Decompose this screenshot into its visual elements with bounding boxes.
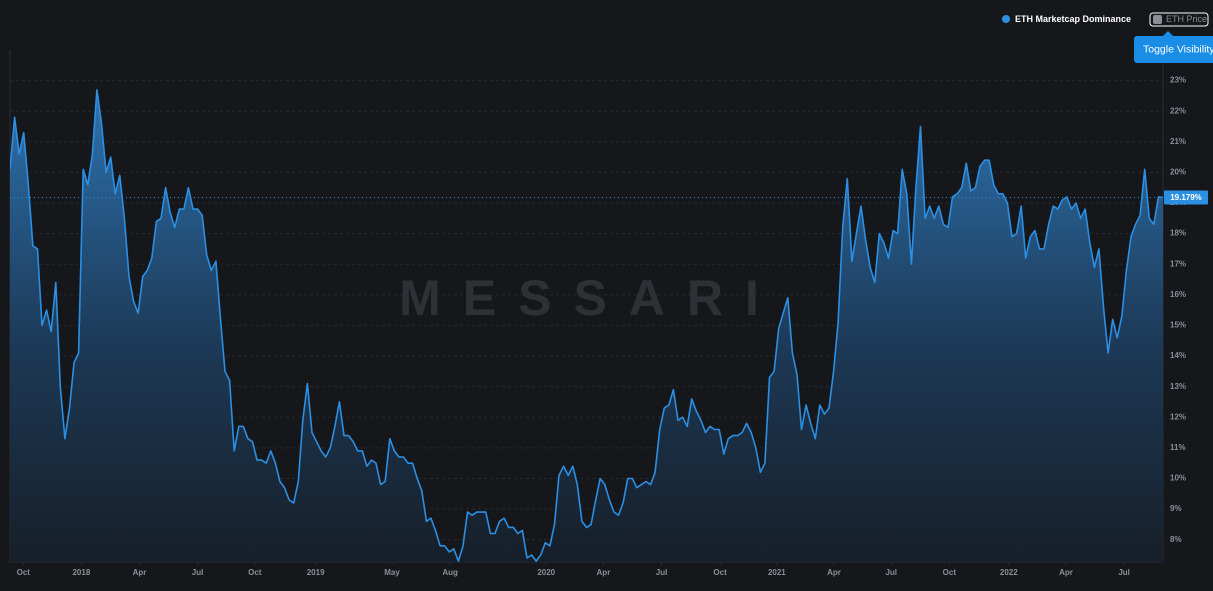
x-tick-label: Apr: [1059, 568, 1073, 577]
tooltip-box: [1134, 36, 1213, 63]
y-tick-label: 13%: [1170, 382, 1186, 391]
x-tick-label: Aug: [442, 568, 458, 577]
watermark: MESSARI: [399, 270, 781, 326]
axis-labels: 8%9%10%11%12%13%14%15%16%17%18%19%20%21%…: [17, 76, 1208, 577]
legend-toggle[interactable]: [1153, 15, 1162, 24]
x-tick-label: 2020: [537, 568, 555, 577]
x-tick-label: Oct: [713, 568, 727, 577]
line: [10, 89, 1163, 562]
x-tick-label: 2021: [768, 568, 786, 577]
tooltip: Toggle Visibility: [1134, 31, 1213, 63]
x-tick-label: Jul: [885, 568, 897, 577]
y-tick-label: 18%: [1170, 229, 1186, 238]
y-tick-label: 17%: [1170, 259, 1186, 268]
y-tick-label: 21%: [1170, 137, 1186, 146]
legend-label[interactable]: ETH Marketcap Dominance: [1015, 14, 1131, 24]
x-tick-label: 2022: [1000, 568, 1018, 577]
y-tick-label: 15%: [1170, 321, 1186, 330]
y-tick-label: 12%: [1170, 412, 1186, 421]
x-tick-label: Apr: [597, 568, 611, 577]
legend-marker: [1002, 15, 1010, 23]
plot: [10, 89, 1163, 562]
x-tick-label: Jul: [192, 568, 204, 577]
y-tick-label: 20%: [1170, 168, 1186, 177]
x-tick-label: Apr: [133, 568, 147, 577]
y-tick-label: 23%: [1170, 76, 1186, 85]
y-tick-label: 14%: [1170, 351, 1186, 360]
area: [10, 89, 1163, 562]
y-tick-label: 11%: [1170, 443, 1186, 452]
legend: ETH Marketcap Dominance ETH Price: [1002, 12, 1209, 27]
y-tick-label: 9%: [1170, 504, 1182, 513]
x-tick-label: 2018: [72, 568, 90, 577]
x-tick-label: Oct: [17, 568, 31, 577]
tooltip-arrow: [1163, 31, 1173, 36]
y-tick-label: 8%: [1170, 535, 1182, 544]
legend-focus[interactable]: [1149, 12, 1209, 27]
y-tick-label: 10%: [1170, 474, 1186, 483]
x-tick-label: Apr: [827, 568, 841, 577]
x-tick-label: 2019: [307, 568, 325, 577]
x-tick-label: Jul: [656, 568, 668, 577]
last-value-box: [1164, 190, 1208, 205]
y-tick-label: 22%: [1170, 106, 1186, 115]
x-tick-label: Jul: [1118, 568, 1130, 577]
y-tick-label: 16%: [1170, 290, 1186, 299]
legend-label[interactable]: ETH Price: [1166, 14, 1207, 24]
x-tick-label: Oct: [943, 568, 957, 577]
last-value-label: 19.179%: [1170, 193, 1202, 202]
x-tick-label: May: [384, 568, 400, 577]
tooltip-text: Toggle Visibility: [1143, 43, 1213, 55]
x-tick-label: Oct: [248, 568, 262, 577]
